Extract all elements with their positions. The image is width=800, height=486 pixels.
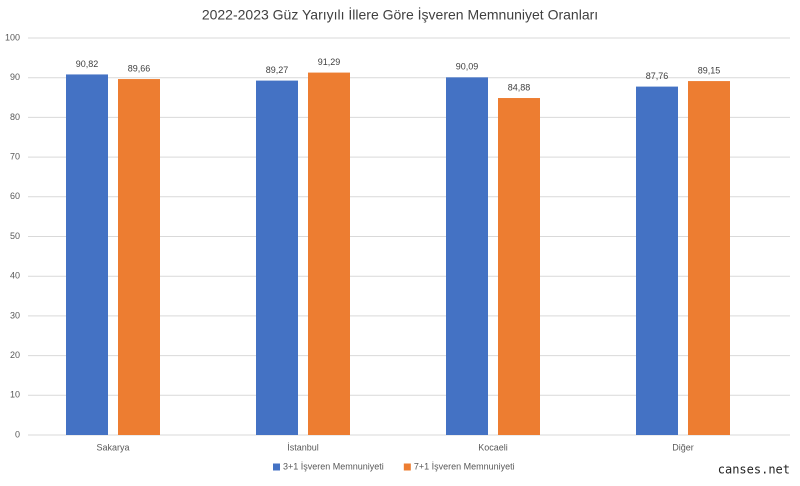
y-tick-label: 60 [10,191,20,201]
bar [256,80,298,436]
y-tick-label: 100 [5,32,20,42]
chart-title: 2022-2023 Güz Yarıyılı İllere Göre İşver… [202,6,598,23]
data-label: 90,09 [456,62,479,72]
y-tick-label: 70 [10,151,20,161]
data-label: 91,29 [318,57,341,67]
data-label: 89,66 [128,63,151,73]
legend-label: 3+1 İşveren Memnuniyeti [283,461,384,471]
data-label: 89,15 [698,65,721,75]
bar [308,72,350,435]
bar [688,81,730,436]
y-tick-label: 0 [15,429,20,439]
x-tick-label: Diğer [672,442,694,452]
x-tick-label: Sakarya [96,442,129,452]
legend-swatch [273,463,280,471]
data-label: 90,82 [76,59,99,69]
data-label: 89,27 [266,65,289,75]
data-label: 87,76 [646,71,669,81]
y-tick-label: 80 [10,112,20,122]
y-tick-label: 50 [10,231,20,241]
x-tick-label: Kocaeli [478,442,508,452]
watermark: canses.net [718,463,790,477]
bar [636,86,678,435]
y-tick-label: 30 [10,310,20,320]
bar [446,77,488,435]
data-label: 84,88 [508,82,531,92]
legend-label: 7+1 İşveren Memnuniyeti [414,461,515,471]
y-tick-label: 20 [10,350,20,360]
bar [498,98,540,435]
legend-swatch [403,463,411,471]
y-tick-label: 10 [10,390,20,400]
y-tick-label: 40 [10,271,20,281]
y-tick-label: 90 [10,72,20,82]
x-tick-label: İstanbul [287,442,319,452]
bar [66,74,108,435]
bar [118,79,160,435]
